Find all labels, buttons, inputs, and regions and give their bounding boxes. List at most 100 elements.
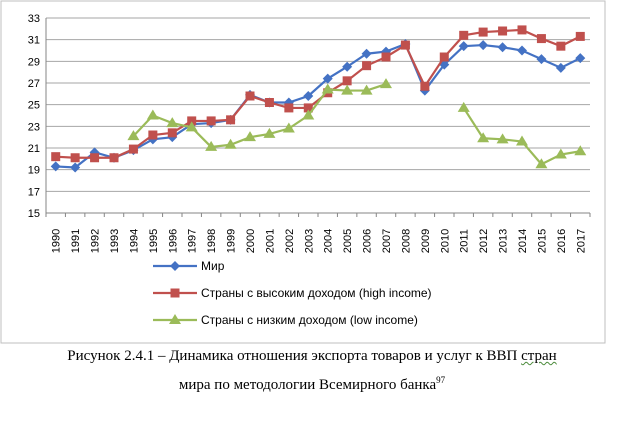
y-tick-label: 17	[28, 186, 40, 198]
x-tick-label: 2004	[323, 229, 335, 253]
data-point-triangle	[380, 78, 392, 89]
data-point-triangle	[205, 140, 218, 151]
data-point-triangle	[321, 83, 334, 94]
x-tick-label: 1999	[226, 229, 238, 253]
y-tick-label: 33	[28, 13, 40, 25]
data-point-square	[187, 116, 197, 126]
data-point-diamond	[497, 42, 508, 53]
data-point-diamond	[70, 162, 81, 173]
x-tick-label: 1995	[148, 229, 160, 253]
data-point-triangle	[477, 132, 490, 143]
x-tick-label: 1991	[70, 229, 82, 253]
data-point-triangle	[127, 130, 140, 141]
data-point-triangle	[185, 121, 198, 132]
x-tick-label: 2010	[439, 229, 451, 253]
data-point-square	[90, 153, 100, 163]
x-tick-label: 2009	[420, 229, 432, 253]
x-tick-label: 2015	[536, 229, 548, 253]
data-point-diamond	[536, 54, 547, 65]
legend-label: Страны с низким доходом (low income)	[201, 313, 418, 327]
data-point-square	[362, 61, 372, 71]
data-point-triangle	[302, 109, 315, 120]
legend-label: Мир	[201, 259, 225, 273]
x-tick-label: 1998	[206, 229, 218, 253]
series-triangle	[127, 78, 587, 169]
data-point-triangle	[166, 117, 179, 128]
data-point-diamond	[575, 53, 586, 64]
x-tick-label: 2017	[575, 229, 587, 253]
data-point-triangle	[224, 138, 237, 149]
y-tick-label: 21	[28, 143, 40, 155]
y-tick-label: 15	[28, 208, 40, 220]
data-point-diamond	[303, 91, 314, 101]
x-tick-label: 1992	[90, 229, 102, 253]
chart-figure: 15 17 19 21 23 25 27 29 31 33 1990 1991 1992 1993 199…	[0, 0, 606, 344]
x-tick-label: 2001	[264, 229, 276, 253]
data-point-triangle	[516, 135, 528, 146]
data-point-square	[303, 103, 313, 113]
x-tick-label: 2000	[245, 229, 257, 253]
data-point-triangle	[244, 131, 256, 142]
legend-label: Страны с высоким доходом (high income)	[201, 286, 432, 300]
x-tick-label: 2007	[381, 229, 393, 253]
data-point-square	[556, 41, 566, 51]
x-tick-label: 2012	[478, 229, 490, 253]
x-tick-label: 2011	[459, 229, 471, 253]
data-point-diamond	[458, 41, 469, 52]
data-point-square	[264, 98, 274, 107]
data-point-square	[226, 115, 236, 125]
data-point-diamond	[50, 161, 61, 172]
data-point-diamond	[478, 40, 489, 51]
x-axis: 1990 1991 1992 1993 1994 1995 1996 1997 1998 1999…	[45, 212, 591, 253]
data-point-square	[51, 152, 61, 162]
caption-text-spellcheck: стран	[521, 348, 557, 364]
data-point-square	[498, 26, 508, 36]
data-point-square	[284, 103, 294, 113]
y-tick-label: 23	[28, 121, 40, 133]
y-tick-label: 27	[28, 78, 40, 90]
data-point-diamond	[322, 73, 333, 84]
x-tick-label: 2002	[284, 229, 296, 253]
data-point-triangle	[263, 127, 276, 138]
data-point-diamond	[517, 45, 527, 56]
series-line	[55, 28, 581, 159]
y-axis: 15 17 19 21 23 25 27 29 31 33	[28, 13, 47, 220]
data-point-triangle	[457, 101, 470, 112]
figure-caption-line-1: Рисунок 2.4.1 – Динамика отношения экспо…	[0, 348, 624, 365]
data-point-square	[420, 81, 430, 91]
data-point-square	[459, 30, 469, 40]
data-point-square	[478, 27, 488, 37]
data-point-triangle	[554, 148, 567, 159]
data-point-diamond	[342, 61, 353, 72]
x-tick-label: 2014	[517, 229, 529, 253]
legend-item: Страны с низким доходом (low income)	[153, 313, 418, 327]
data-point-square	[245, 91, 255, 101]
x-tick-label: 1990	[51, 229, 63, 253]
data-point-square	[439, 52, 449, 62]
data-point-triangle	[496, 133, 509, 144]
x-tick-label: 2008	[400, 229, 412, 253]
footnote-marker: 97	[436, 375, 446, 385]
x-tick-label: 2016	[556, 229, 568, 253]
data-point-square	[170, 288, 180, 298]
data-point-square	[70, 153, 80, 163]
data-point-triangle	[535, 158, 548, 169]
data-point-square	[381, 52, 391, 62]
data-point-square	[575, 31, 585, 41]
x-tick-label: 2006	[362, 229, 374, 253]
chart-area-border	[0, 0, 606, 344]
data-point-square	[517, 25, 527, 35]
y-tick-label: 31	[28, 35, 40, 47]
legend-item: Мир	[153, 259, 225, 273]
x-tick-label: 2005	[342, 229, 354, 253]
data-point-triangle	[574, 145, 587, 156]
caption-text: Рисунок 2.4.1 – Динамика отношения экспо…	[67, 348, 522, 364]
x-tick-label: 1997	[187, 229, 199, 253]
y-tick-label: 19	[28, 165, 40, 177]
y-tick-label: 25	[28, 100, 40, 112]
caption-text: мира по методологии Всемирного банка	[178, 377, 437, 393]
data-point-square	[536, 34, 546, 44]
data-point-triangle	[169, 314, 181, 324]
series-layer	[50, 25, 587, 173]
